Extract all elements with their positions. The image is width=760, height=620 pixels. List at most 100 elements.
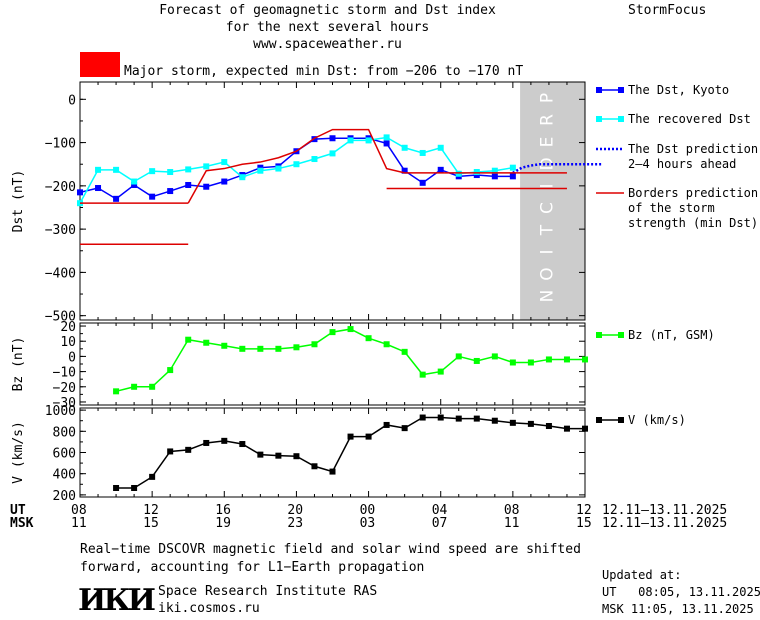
y-tick-label: 1000 [45,404,76,419]
data-point [401,144,408,151]
data-point [527,359,534,366]
data-point [167,188,174,195]
data-point [563,356,570,363]
y-tick-label: 200 [53,489,76,504]
legend-label-kyoto: The Dst, Kyoto [628,83,730,97]
iki-logo: ИКИ [78,583,156,618]
data-point [455,170,462,177]
legend-label-recovered: The recovered Dst [628,112,751,126]
legend-bz-line-marker [618,332,624,338]
ut-date-range: 12.11–13.11.2025 [602,503,728,518]
updated-label: Updated at: [602,568,682,582]
y-tick-label: −30 [53,396,76,411]
series-line [79,137,513,200]
data-point [167,169,174,176]
data-point [419,371,426,378]
data-point [509,164,516,171]
data-point [473,169,480,176]
data-point [239,441,246,448]
series-line [79,136,513,204]
data-point [203,183,210,190]
data-point [473,172,480,179]
msk-tick-label: 11 [503,516,520,531]
data-point [113,484,120,491]
y-tick-label: 20 [60,320,76,335]
legend-bz-line-marker [596,332,602,338]
data-point [491,173,498,180]
data-point [257,164,264,171]
y-axis-label: Bz (nT) [11,337,26,392]
prediction-letter: C [538,202,558,214]
ut-axis-label: UT [10,503,26,518]
data-point [329,468,336,475]
y-tick-label: −300 [45,223,76,238]
legend-label-prediction: The Dst prediction 2–4 hours ahead [628,142,759,171]
panel-frame [79,81,586,321]
legend-recovered-line-marker [596,116,602,122]
y-tick-label: −10 [53,366,76,381]
data-point [275,452,282,459]
panel-frame [79,407,586,498]
panel-frame [79,322,586,406]
data-point [311,463,318,470]
storm-color-box [80,52,120,77]
data-point [329,135,336,142]
prediction-letter: T [538,224,558,236]
y-tick-label: −500 [45,310,76,325]
data-point [113,388,120,395]
y-tick-label: −100 [45,137,76,152]
data-point [185,446,192,453]
data-point [437,166,444,173]
data-point [221,178,228,185]
data-point [383,341,390,348]
data-point [527,420,534,427]
ut-tick-label: 12 [143,503,159,518]
brand-name: StormFocus [628,3,707,18]
data-point [221,342,228,349]
data-point [491,353,498,360]
y-tick-label: −400 [45,266,76,281]
y-tick-label: 600 [53,447,76,462]
data-point [275,345,282,352]
legend-label-borders: Borders prediction of the storm strength… [628,186,759,230]
updated-msk: MSK 11:05, 13.11.2025 [602,602,754,616]
data-point [563,425,570,432]
data-point [221,159,228,166]
data-point [185,181,192,188]
data-point [239,174,246,181]
data-point [257,167,264,174]
institute-site: iki.cosmos.ru [158,601,260,616]
prediction-letter: I [538,183,558,188]
data-point [131,178,138,185]
legend-label-bz: Bz (nT, GSM) [628,328,715,342]
data-point [149,473,156,480]
data-point [131,383,138,390]
prediction-letter: R [538,114,558,126]
msk-date-range: 12.11–13.11.2025 [602,516,728,531]
data-point [347,326,354,333]
y-axis-label: V (km/s) [11,421,26,484]
legend-kyoto-line-marker [618,87,624,93]
y-tick-label: 800 [53,425,76,440]
institute-name: Space Research Institute RAS [158,584,378,599]
msk-tick-label: 19 [215,516,231,531]
msk-tick-label: 07 [431,516,448,531]
data-point [293,161,300,168]
chart-title-line1: Forecast of geomagnetic storm and Dst in… [159,3,496,18]
data-point [437,368,444,375]
data-point [383,140,390,147]
msk-tick-label: 11 [71,516,87,531]
data-point [257,345,264,352]
storm-label: Major storm, expected min Dst: from −206… [124,64,524,79]
data-point [473,415,480,422]
data-point [329,329,336,336]
prediction-band [520,82,585,320]
series-line [512,162,604,174]
data-point [257,451,264,458]
data-point [509,359,516,366]
data-point [167,367,174,374]
series-line [187,128,567,204]
data-point [437,144,444,151]
ut-tick-label: 20 [287,503,304,518]
data-point [149,383,156,390]
